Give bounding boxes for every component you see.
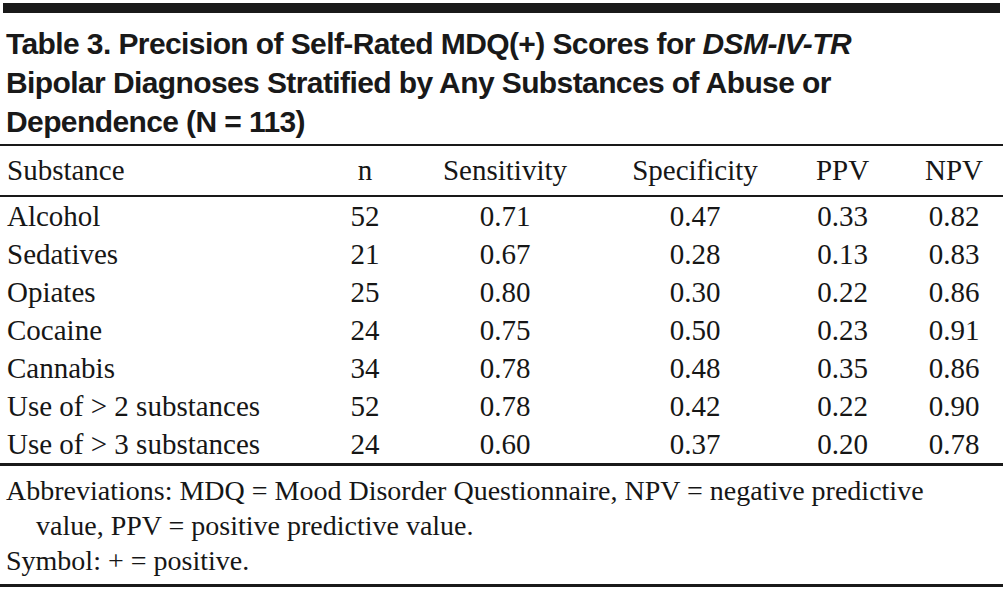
table-row: Alcohol520.710.470.330.82 bbox=[0, 196, 1003, 235]
col-header-substance: Substance bbox=[0, 145, 330, 196]
cell-n: 24 bbox=[330, 425, 400, 465]
table-row: Cocaine240.750.500.230.91 bbox=[0, 311, 1003, 349]
cell-specificity: 0.37 bbox=[610, 425, 780, 465]
cell-n: 24 bbox=[330, 311, 400, 349]
cell-ppv: 0.22 bbox=[780, 387, 905, 425]
title-line-1: Table 3. Precision of Self-Rated MDQ(+) … bbox=[6, 24, 997, 63]
cell-npv: 0.91 bbox=[905, 311, 1003, 349]
table-header-row: Substance n Sensitivity Specificity PPV … bbox=[0, 145, 1003, 196]
cell-sensitivity: 0.71 bbox=[400, 196, 610, 235]
top-rule-bar bbox=[3, 3, 1000, 13]
cell-specificity: 0.30 bbox=[610, 273, 780, 311]
cell-specificity: 0.47 bbox=[610, 196, 780, 235]
cell-sensitivity: 0.67 bbox=[400, 235, 610, 273]
title-text-prefix: Table 3. Precision of Self-Rated MDQ(+) … bbox=[6, 27, 703, 60]
table-body: Alcohol520.710.470.330.82Sedatives210.67… bbox=[0, 196, 1003, 465]
cell-n: 25 bbox=[330, 273, 400, 311]
cell-sensitivity: 0.78 bbox=[400, 387, 610, 425]
cell-substance: Cannabis bbox=[0, 349, 330, 387]
cell-sensitivity: 0.75 bbox=[400, 311, 610, 349]
footnote-abbreviations: Abbreviations: MDQ = Mood Disorder Quest… bbox=[6, 473, 995, 543]
cell-n: 21 bbox=[330, 235, 400, 273]
title-italic-dsm-iv-tr: DSM-IV-TR bbox=[703, 27, 851, 60]
cell-ppv: 0.35 bbox=[780, 349, 905, 387]
cell-sensitivity: 0.78 bbox=[400, 349, 610, 387]
table-row: Opiates250.800.300.220.86 bbox=[0, 273, 1003, 311]
cell-specificity: 0.28 bbox=[610, 235, 780, 273]
col-header-specificity: Specificity bbox=[610, 145, 780, 196]
col-header-npv: NPV bbox=[905, 145, 1003, 196]
cell-n: 52 bbox=[330, 387, 400, 425]
table-row: Use of > 3 substances240.600.370.200.78 bbox=[0, 425, 1003, 465]
cell-substance: Opiates bbox=[0, 273, 330, 311]
cell-substance: Sedatives bbox=[0, 235, 330, 273]
cell-n: 34 bbox=[330, 349, 400, 387]
cell-ppv: 0.20 bbox=[780, 425, 905, 465]
col-header-ppv: PPV bbox=[780, 145, 905, 196]
cell-substance: Use of > 3 substances bbox=[0, 425, 330, 465]
table-row: Sedatives210.670.280.130.83 bbox=[0, 235, 1003, 273]
cell-sensitivity: 0.80 bbox=[400, 273, 610, 311]
footnote-symbol: Symbol: + = positive. bbox=[6, 543, 995, 578]
cell-specificity: 0.48 bbox=[610, 349, 780, 387]
cell-ppv: 0.33 bbox=[780, 196, 905, 235]
cell-npv: 0.82 bbox=[905, 196, 1003, 235]
table-row: Use of > 2 substances520.780.420.220.90 bbox=[0, 387, 1003, 425]
table-figure: Table 3. Precision of Self-Rated MDQ(+) … bbox=[0, 3, 1003, 593]
cell-substance: Alcohol bbox=[0, 196, 330, 235]
cell-npv: 0.83 bbox=[905, 235, 1003, 273]
cell-sensitivity: 0.60 bbox=[400, 425, 610, 465]
table-row: Cannabis340.780.480.350.86 bbox=[0, 349, 1003, 387]
precision-table: Substance n Sensitivity Specificity PPV … bbox=[0, 144, 1003, 466]
col-header-n: n bbox=[330, 145, 400, 196]
cell-npv: 0.78 bbox=[905, 425, 1003, 465]
cell-n: 52 bbox=[330, 196, 400, 235]
title-line-2: Bipolar Diagnoses Stratified by Any Subs… bbox=[6, 63, 997, 102]
table-title: Table 3. Precision of Self-Rated MDQ(+) … bbox=[0, 13, 1003, 141]
bottom-rule bbox=[0, 584, 1003, 587]
col-header-sensitivity: Sensitivity bbox=[400, 145, 610, 196]
cell-substance: Use of > 2 substances bbox=[0, 387, 330, 425]
cell-substance: Cocaine bbox=[0, 311, 330, 349]
cell-specificity: 0.42 bbox=[610, 387, 780, 425]
cell-ppv: 0.22 bbox=[780, 273, 905, 311]
cell-ppv: 0.13 bbox=[780, 235, 905, 273]
cell-ppv: 0.23 bbox=[780, 311, 905, 349]
title-line-3: Dependence (N = 113) bbox=[6, 102, 997, 141]
footnotes: Abbreviations: MDQ = Mood Disorder Quest… bbox=[0, 466, 1003, 578]
cell-npv: 0.86 bbox=[905, 273, 1003, 311]
cell-npv: 0.90 bbox=[905, 387, 1003, 425]
cell-specificity: 0.50 bbox=[610, 311, 780, 349]
cell-npv: 0.86 bbox=[905, 349, 1003, 387]
